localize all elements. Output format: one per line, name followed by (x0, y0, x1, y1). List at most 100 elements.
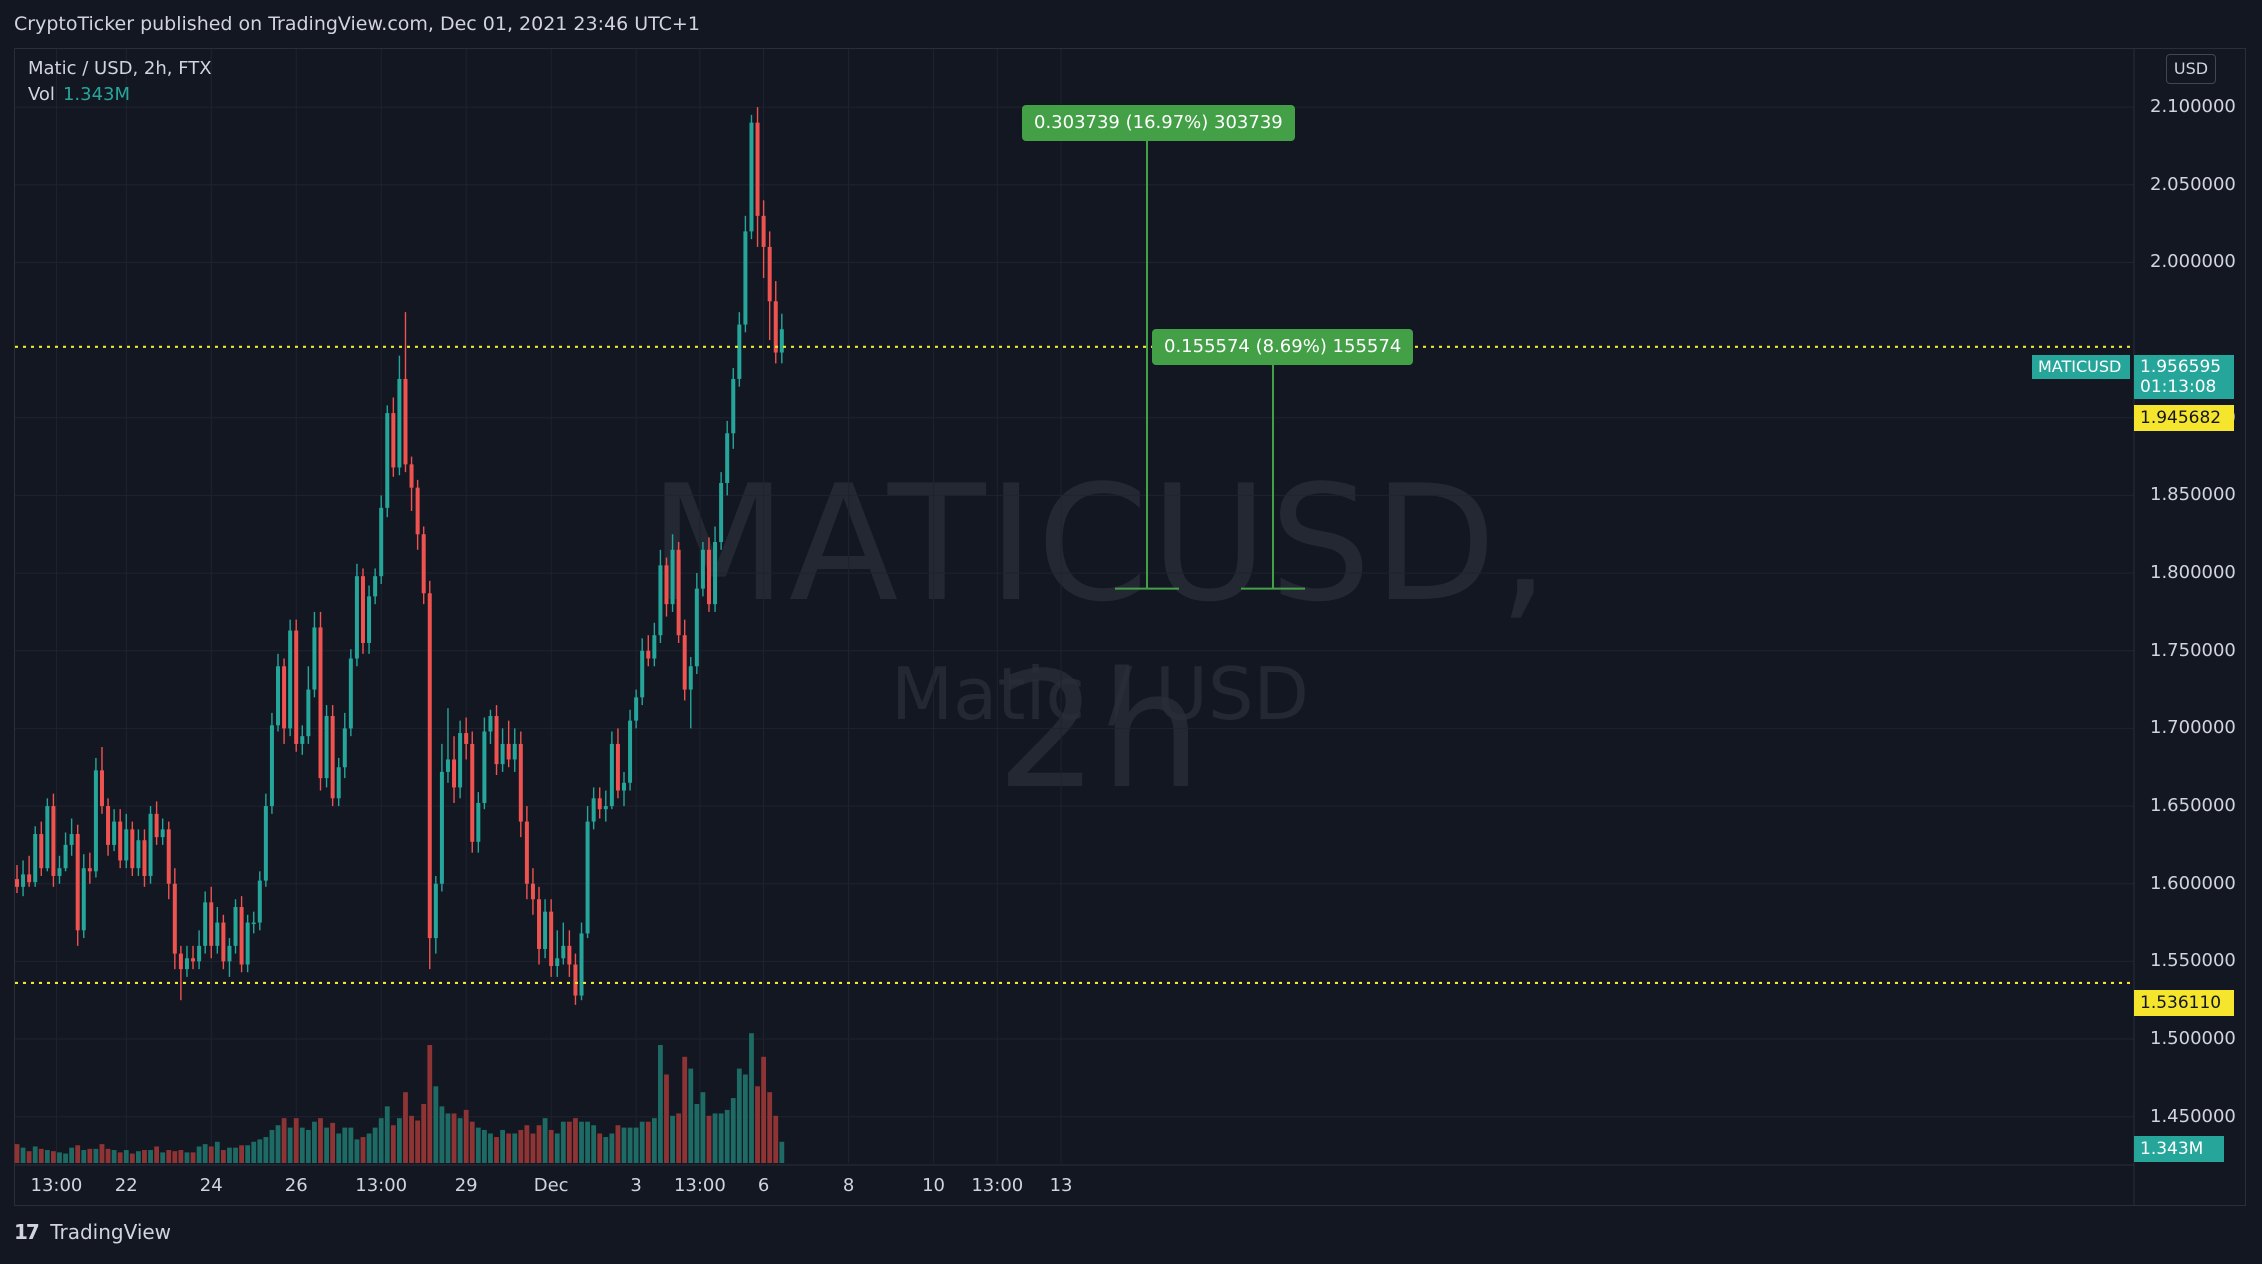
volume-bar (372, 1127, 378, 1163)
volume-bar (451, 1113, 457, 1163)
time-tick-label: 29 (454, 1175, 478, 1196)
candle-body (106, 806, 111, 845)
candle-body (597, 798, 602, 810)
volume-bar (269, 1129, 275, 1163)
volume-bar (397, 1118, 402, 1163)
volume-bar (409, 1115, 414, 1163)
time-tick-label: 3 (630, 1175, 642, 1196)
candle-body (15, 879, 19, 887)
currency-button[interactable]: USD (2166, 54, 2216, 84)
volume-bar (44, 1150, 50, 1163)
volume-bar (166, 1150, 172, 1163)
volume-bar (736, 1068, 742, 1163)
volume-bar (585, 1121, 590, 1163)
volume-bar (603, 1137, 609, 1163)
volume-bar (81, 1150, 87, 1163)
support-price-tag: 1.536110 (2134, 990, 2234, 1016)
candle-body (403, 378, 408, 465)
candle-body (391, 413, 396, 468)
candle-body (634, 697, 639, 721)
candle-body (512, 743, 517, 760)
candle-body (39, 834, 44, 869)
candle-body (694, 588, 699, 667)
volume-bar (324, 1127, 329, 1163)
time-tick-label: 13:00 (971, 1175, 1024, 1196)
candle-body (409, 464, 414, 488)
candle-body (537, 899, 542, 949)
volume-bar (172, 1151, 178, 1163)
volume-bar (469, 1121, 475, 1163)
volume-bar (530, 1133, 536, 1163)
candle-body (476, 802, 481, 842)
volume-bar (415, 1120, 421, 1163)
candle-body (561, 945, 566, 959)
volume-bar (694, 1104, 700, 1163)
candle-body (779, 329, 784, 353)
candle-body (579, 933, 584, 996)
volume-bar (330, 1122, 336, 1163)
time-tick-label: 13:00 (355, 1175, 408, 1196)
volume-bar (536, 1125, 542, 1163)
candle-body (397, 378, 402, 468)
candle-body (99, 770, 104, 807)
candle-body (69, 834, 74, 845)
measure-label-small[interactable]: 0.155574 (8.69%) 155574 (1152, 329, 1414, 365)
candle-body (464, 733, 469, 744)
volume-bar (360, 1137, 366, 1163)
candle-body (415, 487, 420, 535)
volume-bar (639, 1121, 645, 1163)
volume-bar (32, 1146, 38, 1163)
candle-body (306, 689, 311, 737)
candle-body (148, 813, 153, 876)
candle-body (573, 964, 578, 996)
volume-bar (287, 1127, 293, 1163)
volume-bar (609, 1133, 615, 1163)
volume-bar (718, 1113, 724, 1163)
time-tick-label: 13:00 (30, 1175, 83, 1196)
candle-body (743, 231, 748, 325)
candle-body (439, 771, 444, 884)
candle-body (130, 829, 135, 869)
chart-legend: Matic / USD, 2h, FTX Vol 1.343M (28, 56, 212, 108)
candle-body (421, 534, 426, 594)
candle-body (63, 844, 68, 869)
volume-bar (136, 1151, 141, 1163)
candle-body (749, 122, 754, 232)
candle-body (445, 759, 450, 772)
candle-body (233, 907, 238, 946)
volume-bar (427, 1045, 433, 1163)
volume-tag: 1.343M (2134, 1136, 2224, 1162)
volume-bar (99, 1144, 105, 1163)
candle-body (719, 483, 724, 543)
volume-bar (160, 1152, 166, 1163)
candle-body (737, 324, 742, 379)
volume-bar (142, 1150, 147, 1163)
volume-bar (475, 1127, 481, 1163)
candle-body (664, 565, 669, 605)
volume-bar (87, 1148, 93, 1163)
measure-label-large[interactable]: 0.303739 (16.97%) 303739 (1022, 105, 1295, 141)
time-tick-label: 26 (284, 1175, 308, 1196)
volume-bar (20, 1147, 26, 1163)
volume-bar (682, 1056, 688, 1163)
candle-body (81, 868, 86, 931)
candle-body (585, 821, 590, 934)
candle-body (731, 378, 736, 434)
volume-bar (154, 1146, 160, 1163)
candle-body (215, 922, 220, 946)
time-tick-label: 24 (199, 1175, 223, 1196)
candle-body (725, 433, 730, 483)
volume-bar (148, 1150, 153, 1163)
time-tick-label: 6 (757, 1175, 770, 1196)
volume-bar (257, 1139, 263, 1163)
watermark-description: Matic / USD (891, 652, 1309, 736)
volume-bar (488, 1133, 493, 1163)
candle-body (385, 413, 390, 508)
volume-bar (645, 1121, 651, 1163)
candle-body (567, 945, 572, 965)
candle-body (379, 507, 384, 577)
candle-body (348, 658, 353, 729)
time-tick-label: 8 (842, 1175, 855, 1196)
volume-bar (263, 1137, 269, 1163)
